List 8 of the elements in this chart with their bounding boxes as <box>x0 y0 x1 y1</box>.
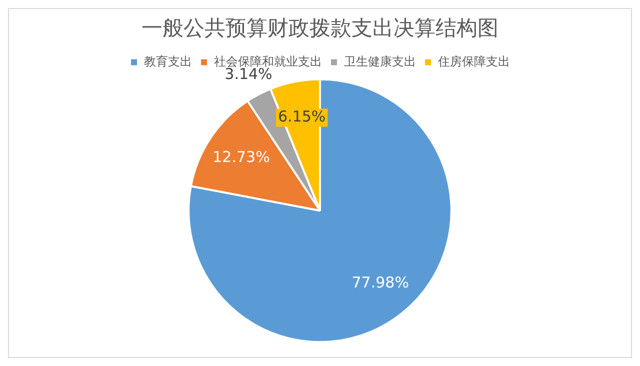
data-label: 77.98% <box>352 273 409 292</box>
chart-title: 一般公共预算财政拨款支出决算结构图 <box>142 16 498 40</box>
legend-label: 住房保障支出 <box>437 54 510 68</box>
data-label: 12.73% <box>212 148 270 166</box>
data-label: 6.15% <box>278 108 326 126</box>
legend-label: 社会保障和就业支出 <box>214 54 322 68</box>
legend-label: 教育支出 <box>144 54 192 68</box>
legend-label: 卫生健康支出 <box>344 54 416 68</box>
